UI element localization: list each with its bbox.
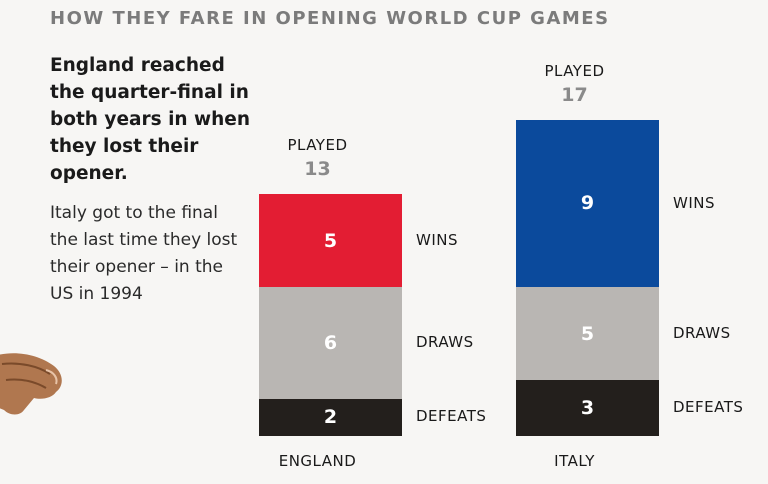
bar-segment-england-wins: 5	[259, 194, 402, 288]
bar-segment-england-draws: 6	[259, 287, 402, 399]
bar-segment-italy-wins: 9	[516, 119, 659, 288]
chart-title: HOW THEY FARE IN OPENING WORLD CUP GAMES	[50, 8, 610, 29]
played-label-england: PLAYED	[287, 136, 348, 155]
bar-segment-england-defeats: 2	[259, 398, 402, 436]
bar-segment-italy-draws: 5	[516, 287, 659, 381]
series-label-italy-defeats: DEFEATS	[673, 398, 744, 417]
lead-text: England reached the quarter-final in bot…	[50, 55, 251, 184]
team-label-italy: ITALY	[554, 452, 595, 470]
series-label-italy-wins: WINS	[673, 193, 715, 212]
series-label-england-defeats: DEFEATS	[416, 407, 487, 426]
series-label-england-draws: DRAWS	[416, 333, 474, 351]
played-value-italy: 17	[561, 83, 588, 106]
pointing-hand-icon	[0, 353, 62, 415]
played-value-england: 13	[304, 158, 331, 181]
bar-segment-italy-defeats: 3	[516, 380, 659, 436]
series-label-england-wins: WINS	[416, 230, 458, 249]
team-label-england: ENGLAND	[278, 452, 357, 470]
played-label-italy: PLAYED	[544, 61, 605, 80]
series-label-italy-draws: DRAWS	[673, 323, 731, 342]
body-text: Italy got to the final the last time the…	[50, 203, 238, 304]
